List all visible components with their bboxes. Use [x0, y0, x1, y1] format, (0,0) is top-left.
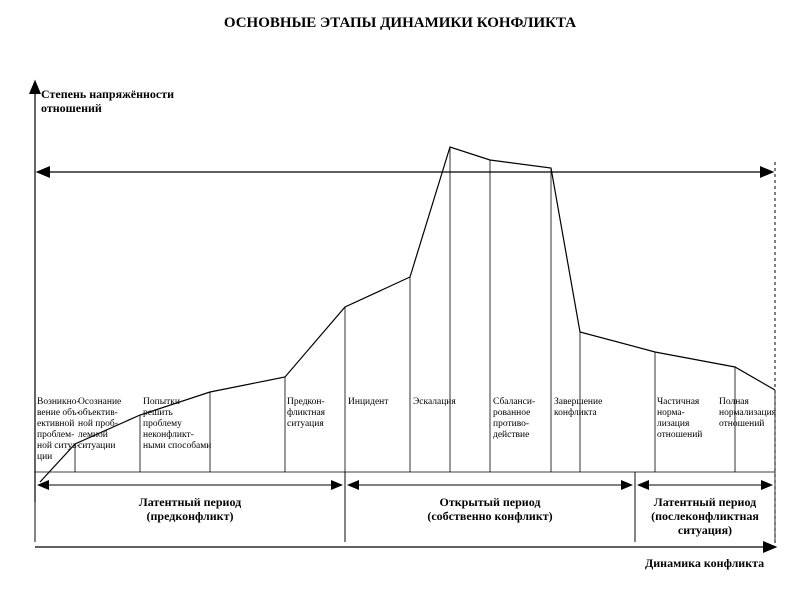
page-title: ОСНОВНЫЕ ЭТАПЫ ДИНАМИКИ КОНФЛИКТА — [15, 15, 785, 32]
svg-text:конфликта: конфликта — [554, 407, 597, 418]
svg-text:ной проб-: ной проб- — [78, 418, 118, 429]
chart-svg: Степень напряжённостиотношенийДинамика к… — [15, 42, 785, 582]
svg-text:Сбаланси-: Сбаланси- — [493, 396, 535, 407]
svg-text:отношений: отношений — [657, 429, 702, 440]
svg-text:объектив-: объектив- — [78, 407, 118, 418]
svg-text:Открытый период: Открытый период — [440, 495, 541, 509]
svg-text:отношений: отношений — [41, 101, 102, 115]
svg-text:Предкон-: Предкон- — [287, 397, 325, 407]
svg-text:Возникно-: Возникно- — [37, 397, 80, 407]
svg-text:ситуации: ситуации — [78, 441, 115, 451]
svg-text:Латентный период: Латентный период — [139, 495, 241, 509]
svg-text:лизация: лизация — [657, 419, 690, 429]
svg-text:Латентный период: Латентный период — [654, 495, 756, 509]
svg-text:нормализация: нормализация — [719, 408, 777, 418]
svg-text:вение объ-: вение объ- — [37, 407, 80, 418]
svg-text:противо-: противо- — [493, 419, 529, 429]
svg-text:отношений: отношений — [719, 418, 764, 429]
svg-text:Полная: Полная — [719, 397, 750, 407]
svg-text:ными способами: ными способами — [143, 440, 211, 451]
svg-text:Инцидент: Инцидент — [348, 397, 389, 407]
svg-text:Частичная: Частичная — [657, 397, 700, 407]
svg-text:ции: ции — [37, 452, 52, 462]
svg-text:ситуация): ситуация) — [678, 523, 732, 537]
svg-text:действие: действие — [493, 429, 529, 440]
svg-text:(предконфликт): (предконфликт) — [147, 509, 234, 523]
svg-text:ективной: ективной — [37, 418, 74, 429]
svg-text:лемной: лемной — [78, 429, 108, 440]
svg-text:(послеконфликтная: (послеконфликтная — [651, 509, 759, 523]
svg-text:(собственно конфликт): (собственно конфликт) — [427, 509, 552, 523]
svg-text:ной ситуа-: ной ситуа- — [37, 440, 80, 451]
svg-text:неконфликт-: неконфликт- — [143, 429, 194, 440]
svg-text:Осознание: Осознание — [78, 397, 121, 407]
svg-text:рованное: рованное — [493, 408, 530, 418]
svg-text:фликтная: фликтная — [287, 407, 326, 418]
svg-text:Степень напряжённости: Степень напряжённости — [41, 87, 174, 101]
svg-text:Эскалация: Эскалация — [413, 397, 456, 407]
svg-text:ситуация: ситуация — [287, 419, 324, 429]
svg-text:норма-: норма- — [657, 408, 685, 418]
conflict-dynamics-chart: Степень напряжённостиотношенийДинамика к… — [15, 42, 785, 582]
svg-text:проблем-: проблем- — [37, 429, 74, 440]
svg-text:решить: решить — [143, 408, 174, 418]
svg-text:проблему: проблему — [143, 418, 182, 429]
svg-text:Попытки: Попытки — [143, 397, 180, 407]
svg-text:Динамика конфликта: Динамика конфликта — [645, 556, 764, 570]
svg-text:Завершение: Завершение — [554, 397, 602, 407]
